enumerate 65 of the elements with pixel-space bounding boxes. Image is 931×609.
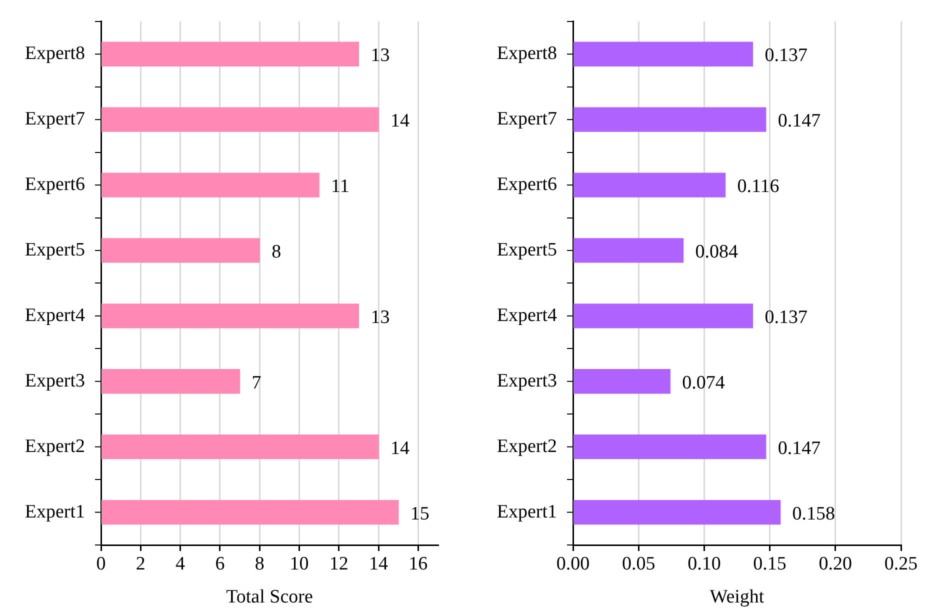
- y-tick-label: Expert2: [24, 436, 85, 457]
- data-label: 0.158: [792, 503, 836, 524]
- y-tick-label: Expert1: [496, 501, 557, 522]
- data-label: 15: [410, 503, 430, 524]
- y-tick-label: Expert7: [24, 108, 85, 130]
- data-label: 13: [370, 306, 390, 328]
- data-label: 8: [272, 241, 282, 262]
- y-tick-label: Expert2: [496, 436, 557, 457]
- x-tick-label: 2: [136, 553, 146, 574]
- bar: [573, 42, 754, 66]
- y-tick-label: Expert3: [24, 370, 85, 392]
- bar: [101, 238, 260, 263]
- data-label: 0.084: [695, 241, 738, 262]
- data-label: 7: [252, 372, 262, 394]
- x-tick-label: 10: [290, 553, 309, 574]
- x-axis-title: Weight: [710, 586, 765, 608]
- x-tick-label: 0.10: [688, 553, 721, 574]
- x-tick-label: 0.20: [818, 553, 852, 574]
- x-tick-label: 0.05: [622, 553, 656, 574]
- data-label: 11: [331, 176, 350, 198]
- y-tick-label: Expert8: [24, 43, 85, 64]
- bar: [573, 107, 766, 132]
- bar: [101, 107, 379, 132]
- bar: [101, 304, 360, 328]
- y-tick-label: Expert7: [496, 108, 557, 130]
- x-tick-label: 0.15: [753, 553, 786, 574]
- data-label: 0.147: [778, 110, 821, 132]
- bar: [573, 304, 754, 328]
- data-label: 0.137: [764, 306, 808, 328]
- data-label: 13: [370, 45, 390, 66]
- y-tick-label: Expert6: [496, 174, 557, 196]
- x-tick-label: 12: [329, 553, 348, 574]
- x-tick-label: 0.25: [884, 553, 918, 574]
- y-tick-label: Expert4: [496, 304, 558, 326]
- y-tick-label: Expert8: [496, 43, 557, 64]
- bar: [573, 238, 684, 263]
- x-tick-label: 16: [408, 553, 428, 574]
- y-tick-label: Expert5: [496, 239, 557, 260]
- data-label: 14: [390, 438, 410, 459]
- bar: [573, 434, 766, 460]
- bar: [573, 500, 781, 525]
- bar: [573, 172, 726, 198]
- data-label: 0.137: [764, 45, 808, 66]
- x-tick-label: 6: [215, 553, 225, 574]
- bar: [573, 369, 670, 394]
- y-tick-label: Expert6: [24, 174, 85, 196]
- x-axis-title: Total Score: [226, 586, 313, 608]
- data-label: 14: [390, 110, 410, 132]
- x-tick-label: 14: [369, 553, 389, 574]
- bar: [101, 434, 379, 460]
- y-tick-label: Expert3: [496, 370, 557, 392]
- data-label: 0.116: [737, 176, 780, 198]
- x-tick-label: 0: [96, 553, 106, 574]
- y-tick-label: Expert5: [24, 239, 85, 260]
- x-tick-label: 0.00: [556, 553, 590, 574]
- data-label: 0.147: [778, 438, 821, 459]
- y-tick-label: Expert4: [24, 304, 86, 326]
- y-tick-label: Expert1: [24, 501, 85, 522]
- bar: [101, 172, 320, 198]
- bar: [101, 369, 240, 394]
- bar: [101, 500, 399, 525]
- bar: [101, 42, 360, 66]
- data-label: 0.074: [682, 372, 726, 394]
- x-tick-label: 8: [254, 553, 264, 574]
- x-tick-label: 4: [176, 553, 186, 574]
